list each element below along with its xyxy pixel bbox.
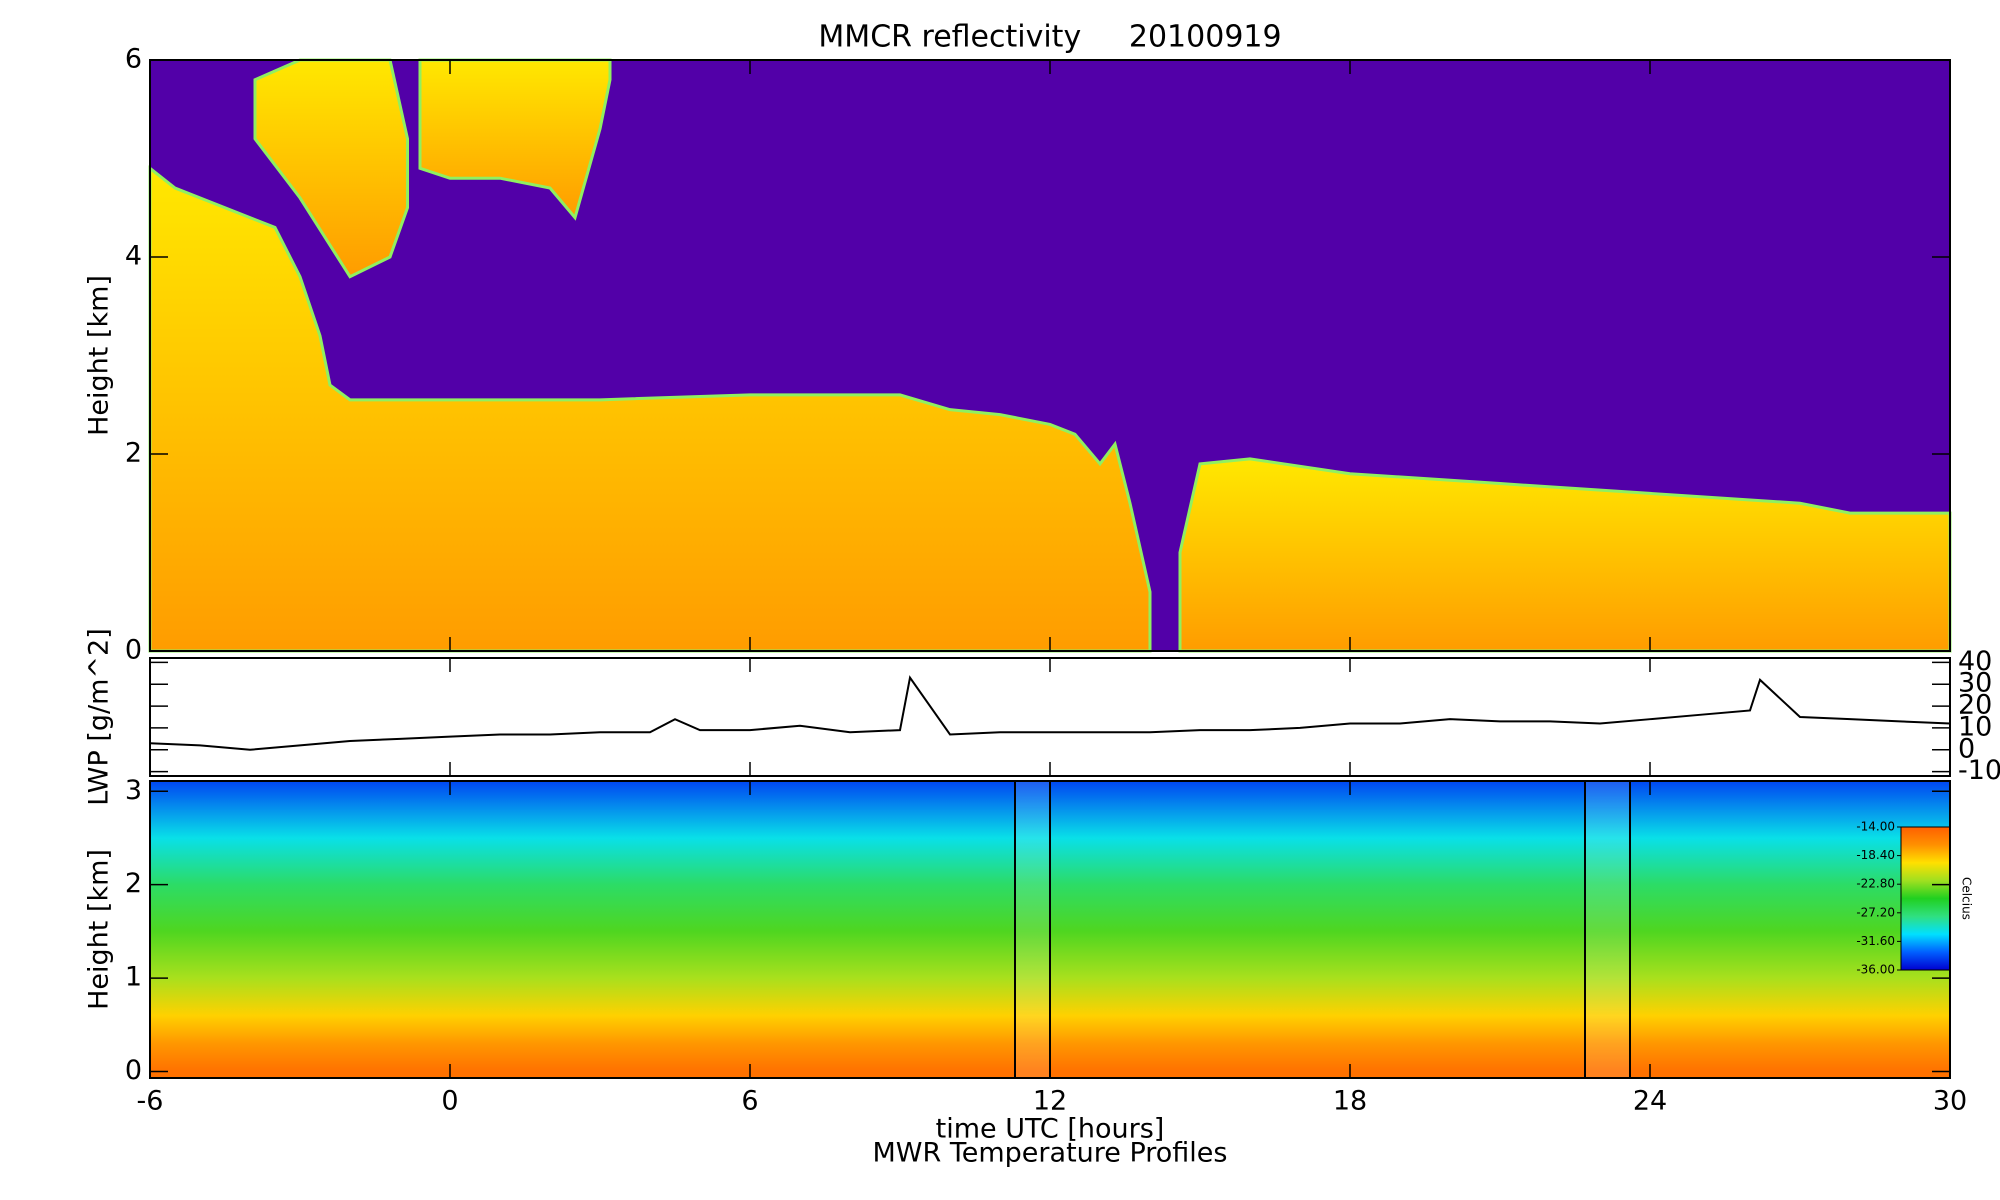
x-tick-label: 6 — [741, 1086, 758, 1117]
y-tick-label: 40 — [1958, 646, 1992, 677]
x-tick-label: 30 — [1933, 1086, 1967, 1117]
x-tick-label: -6 — [137, 1086, 164, 1117]
y-tick-label: 0 — [1958, 733, 1975, 764]
y-tick-label: 0 — [125, 1055, 142, 1086]
colorbar-tick-label: -36.00 — [1856, 963, 1895, 977]
x-tick-label: 12 — [1033, 1086, 1067, 1117]
y-axis-label: Height [km] — [84, 275, 115, 436]
y-axis-label: LWP [g/m^2] — [84, 628, 115, 806]
y-tick-label: 3 — [125, 775, 142, 806]
colorbar-tick-label: -14.00 — [1856, 820, 1895, 834]
missing-data-box — [1014, 780, 1051, 1079]
colorbar-tick-label: -27.20 — [1856, 905, 1895, 919]
subtitle: MWR Temperature Profiles — [873, 1138, 1228, 1169]
colorbar-tick-label: -18.40 — [1856, 848, 1895, 862]
y-tick-label: 20 — [1958, 690, 1992, 721]
y-tick-label: 4 — [125, 241, 142, 272]
y-tick-label: 1 — [125, 962, 142, 993]
missing-data-box — [1584, 780, 1631, 1079]
x-tick-label: 24 — [1633, 1086, 1667, 1117]
colorbar-label: Celcius — [1960, 877, 1974, 920]
y-axis-label: Height [km] — [84, 849, 115, 1010]
lwp-line — [149, 675, 1951, 751]
colorbar-tick-label: -31.60 — [1856, 934, 1895, 948]
chart-title: MMCR reflectivity 20100919 — [818, 20, 1281, 55]
y-tick-label: 2 — [125, 868, 142, 899]
colorbar-tick-label: -22.80 — [1856, 877, 1895, 891]
x-tick-label: 18 — [1333, 1086, 1367, 1117]
y-tick-label: 0 — [125, 635, 142, 666]
y-tick-label: -10 — [1958, 755, 2000, 786]
y-tick-label: 6 — [125, 44, 142, 75]
x-axis-label: time UTC [hours] — [936, 1114, 1165, 1145]
y-tick-label: 10 — [1958, 711, 1992, 742]
y-tick-label: 2 — [125, 438, 142, 469]
y-tick-label: 30 — [1958, 668, 1992, 699]
colorbar — [1900, 826, 1951, 971]
x-tick-label: 0 — [441, 1086, 458, 1117]
